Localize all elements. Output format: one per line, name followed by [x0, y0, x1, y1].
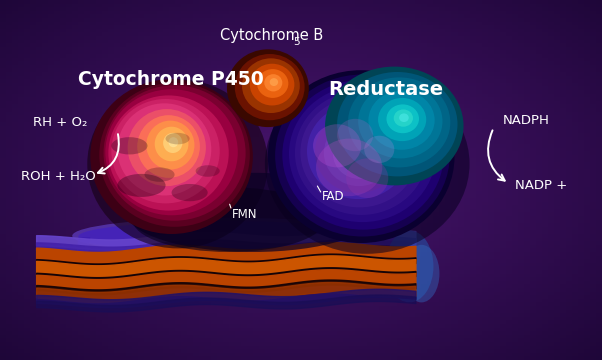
Ellipse shape	[342, 138, 378, 172]
Text: ROH + H₂O: ROH + H₂O	[21, 170, 96, 183]
Ellipse shape	[169, 137, 178, 147]
Ellipse shape	[144, 167, 175, 182]
Ellipse shape	[307, 103, 409, 199]
Text: FAD: FAD	[322, 190, 345, 203]
Ellipse shape	[104, 85, 246, 221]
Ellipse shape	[358, 84, 442, 158]
Polygon shape	[72, 238, 90, 292]
Text: Reductase: Reductase	[328, 80, 443, 99]
Text: Cytochrome B: Cytochrome B	[220, 28, 323, 42]
Ellipse shape	[386, 104, 419, 133]
Text: 5: 5	[293, 37, 300, 47]
Ellipse shape	[155, 127, 188, 161]
Ellipse shape	[126, 173, 379, 252]
Ellipse shape	[250, 64, 294, 105]
Ellipse shape	[394, 109, 413, 127]
Ellipse shape	[227, 49, 309, 127]
Ellipse shape	[337, 72, 458, 176]
Ellipse shape	[72, 218, 385, 254]
Ellipse shape	[337, 119, 373, 151]
Text: FMN: FMN	[232, 208, 257, 221]
Ellipse shape	[242, 58, 300, 113]
Ellipse shape	[346, 158, 388, 198]
Ellipse shape	[313, 124, 361, 167]
Ellipse shape	[111, 137, 147, 154]
Ellipse shape	[108, 95, 229, 211]
Ellipse shape	[111, 99, 220, 203]
Text: NADPH: NADPH	[503, 114, 550, 127]
Ellipse shape	[324, 120, 394, 186]
Ellipse shape	[137, 115, 200, 178]
Ellipse shape	[368, 91, 435, 150]
Ellipse shape	[378, 98, 426, 141]
Text: Cytochrome P450: Cytochrome P450	[78, 69, 264, 89]
Ellipse shape	[78, 221, 379, 252]
Text: RH + O₂: RH + O₂	[33, 116, 87, 129]
Ellipse shape	[90, 79, 253, 234]
Ellipse shape	[172, 184, 208, 201]
Ellipse shape	[315, 112, 402, 193]
Ellipse shape	[235, 54, 305, 120]
FancyArrowPatch shape	[98, 134, 119, 174]
Ellipse shape	[87, 79, 268, 248]
Ellipse shape	[132, 187, 325, 252]
Ellipse shape	[265, 74, 470, 254]
Ellipse shape	[348, 77, 450, 167]
Ellipse shape	[268, 70, 455, 243]
Ellipse shape	[289, 85, 436, 222]
Ellipse shape	[146, 121, 194, 170]
Ellipse shape	[163, 133, 182, 153]
Ellipse shape	[300, 97, 418, 207]
Ellipse shape	[257, 69, 288, 98]
Ellipse shape	[99, 83, 250, 227]
Ellipse shape	[117, 103, 211, 195]
Ellipse shape	[403, 245, 439, 302]
Ellipse shape	[333, 129, 386, 179]
Ellipse shape	[105, 89, 238, 215]
FancyArrowPatch shape	[488, 130, 504, 181]
Ellipse shape	[166, 133, 190, 144]
Ellipse shape	[295, 91, 427, 215]
Ellipse shape	[270, 78, 278, 86]
Ellipse shape	[325, 67, 464, 185]
Ellipse shape	[264, 74, 282, 91]
Text: NADP +: NADP +	[515, 179, 567, 192]
Ellipse shape	[196, 165, 220, 177]
Ellipse shape	[128, 109, 206, 186]
Ellipse shape	[275, 75, 450, 237]
Ellipse shape	[117, 174, 166, 197]
Ellipse shape	[385, 230, 433, 302]
Ellipse shape	[282, 80, 444, 230]
Ellipse shape	[364, 136, 394, 163]
Ellipse shape	[316, 139, 382, 196]
Ellipse shape	[399, 113, 409, 122]
